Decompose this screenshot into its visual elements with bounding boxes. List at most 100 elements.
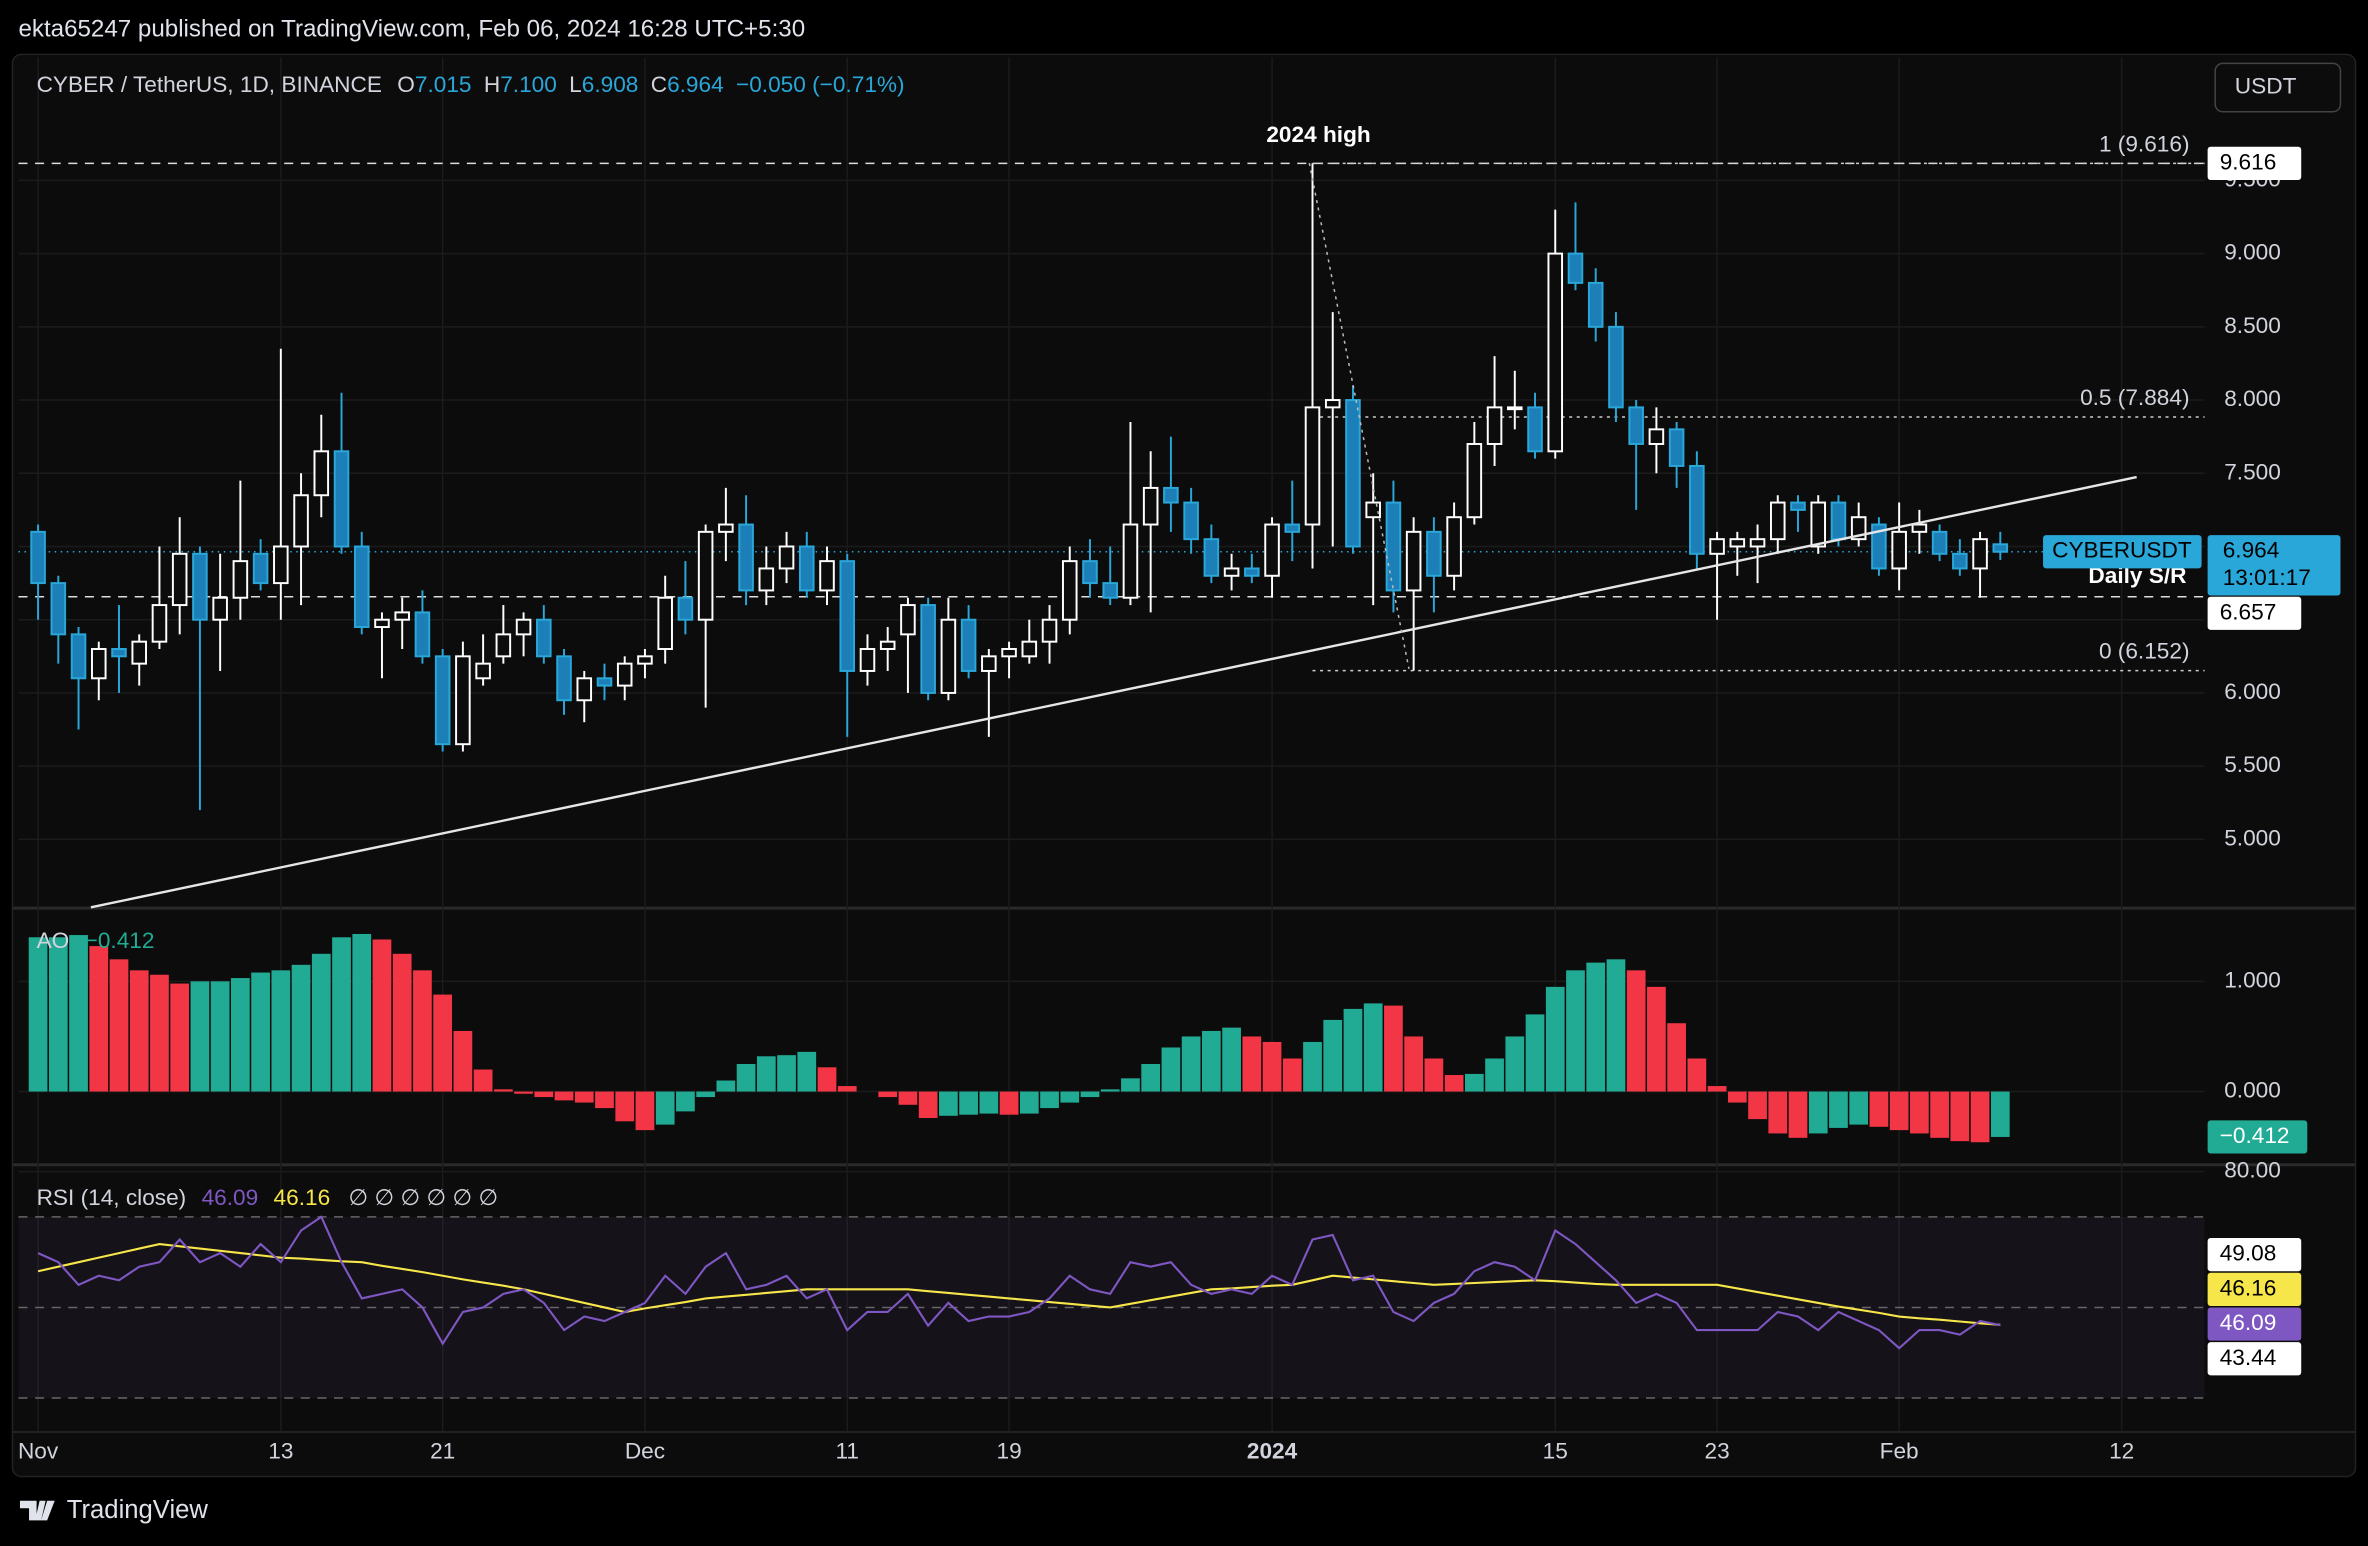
candle-body (960, 618, 977, 672)
publish-header: ekta65247 published on TradingView.com, … (18, 16, 805, 43)
ao-title: AO (37, 928, 70, 953)
ao-bar (1647, 986, 1666, 1092)
last-price-badge-bg (2207, 535, 2341, 596)
candle-body (657, 596, 673, 650)
candle-body (1304, 406, 1321, 526)
candle-body (434, 655, 451, 746)
ao-bar (1626, 970, 1646, 1092)
rsi-value: 46.09 (202, 1185, 259, 1210)
high-label: 2024 high (1266, 122, 1370, 147)
candle-body (70, 633, 87, 680)
ao-bar (595, 1091, 614, 1109)
sr-level-badge-bg (2207, 596, 2302, 630)
ao-bar (1748, 1091, 1767, 1120)
currency-button-label[interactable]: USDT (2235, 74, 2297, 99)
change-value: −0.050 (−0.71%) (736, 72, 905, 97)
x-tick-label: 19 (996, 1438, 1021, 1463)
rsi-ma-badge: 46.16 (2220, 1275, 2277, 1300)
ao-bar (1788, 1091, 1808, 1138)
x-tick-label: 12 (2109, 1438, 2134, 1463)
y-tick-label: 80.00 (2224, 1158, 2281, 1183)
candle-body (111, 648, 127, 658)
ao-bar (1768, 1091, 1788, 1134)
candle-body (1385, 501, 1402, 592)
candle-body (1446, 516, 1462, 577)
candle-body (1507, 406, 1523, 411)
candle-body (1769, 501, 1786, 541)
candle-body (1709, 538, 1725, 555)
ao-bar (433, 994, 453, 1092)
rsi-ma-line (37, 1242, 2001, 1326)
ao-bar (1222, 1027, 1241, 1092)
ao-bar (1100, 1089, 1120, 1092)
candle-body (839, 560, 856, 672)
ao-bar (1202, 1030, 1221, 1092)
ao-bar (1464, 1073, 1484, 1092)
candle-body (212, 596, 228, 621)
ao-bar (1889, 1091, 1909, 1131)
candle-body (981, 655, 997, 672)
ao-bar (1161, 1047, 1181, 1092)
candle-body (1587, 281, 1604, 328)
x-tick-label: 21 (430, 1438, 455, 1463)
ao-bar (534, 1091, 554, 1098)
ao-bar (797, 1051, 817, 1092)
candle-body (1082, 560, 1098, 585)
y-tick-label: 5.500 (2224, 752, 2281, 777)
currency-button[interactable]: USDT (2214, 62, 2342, 113)
ao-bar (1424, 1058, 1444, 1092)
candle-body (1567, 252, 1584, 284)
trend-line (90, 475, 2137, 909)
y-tick-label: 5.000 (2224, 825, 2281, 850)
ao-bar (1282, 1058, 1302, 1092)
ao-bar (109, 959, 129, 1092)
ao-bar (170, 983, 190, 1092)
candle-body (1223, 567, 1240, 577)
x-tick-label: 13 (268, 1438, 293, 1463)
rsi-legend: RSI (14, close) 46.09 46.16 ∅ ∅ ∅ ∅ ∅ ∅ (37, 1185, 499, 1210)
rsi-band-badge: 43.44 (2220, 1345, 2277, 1370)
candle-body (1365, 501, 1381, 519)
ao-bar (231, 978, 250, 1092)
ao-bar (1181, 1036, 1201, 1092)
candle-body (758, 567, 775, 592)
ao-bar (1384, 1005, 1403, 1092)
candle-body (1871, 523, 1887, 570)
ao-bar (129, 970, 149, 1092)
ao-bar (271, 970, 291, 1092)
ao-bar (574, 1091, 594, 1103)
ao-bar (959, 1091, 978, 1115)
ao-bar (1707, 1086, 1727, 1092)
candle-body (1749, 538, 1766, 548)
candle-body (232, 560, 249, 599)
ao-bar (736, 1064, 756, 1092)
ao-bar (1121, 1078, 1140, 1092)
ao-bar (1040, 1091, 1059, 1109)
candle-body (1284, 523, 1301, 533)
ao-bar (453, 1030, 473, 1092)
candle-body (1264, 523, 1280, 577)
candle-body (1972, 538, 1988, 570)
candle-body (718, 523, 734, 533)
ao-bar (1667, 1023, 1686, 1092)
ao-bar (1323, 1019, 1343, 1092)
rsi-badge: 46.09 (2220, 1310, 2277, 1335)
candle-body (1203, 538, 1220, 577)
ao-bar (878, 1091, 898, 1098)
symbol-legend: CYBER / TetherUS, 1D, BINANCE O7.015 H7.… (37, 72, 905, 97)
ao-bar (311, 953, 331, 1092)
candle-body (1830, 501, 1847, 541)
candle-body (738, 523, 754, 592)
candle-body (1041, 618, 1058, 643)
rsi-ma-value: 46.16 (274, 1185, 331, 1210)
ao-bar (1829, 1091, 1848, 1128)
ao-bar (777, 1055, 796, 1092)
candle-body (1648, 428, 1665, 445)
open-label: O (397, 72, 415, 97)
ao-bar (615, 1091, 635, 1122)
candle-body (495, 633, 512, 658)
ao-bar (554, 1091, 574, 1101)
candle-body (1486, 406, 1503, 445)
currency-button-frame[interactable] (2214, 62, 2342, 113)
